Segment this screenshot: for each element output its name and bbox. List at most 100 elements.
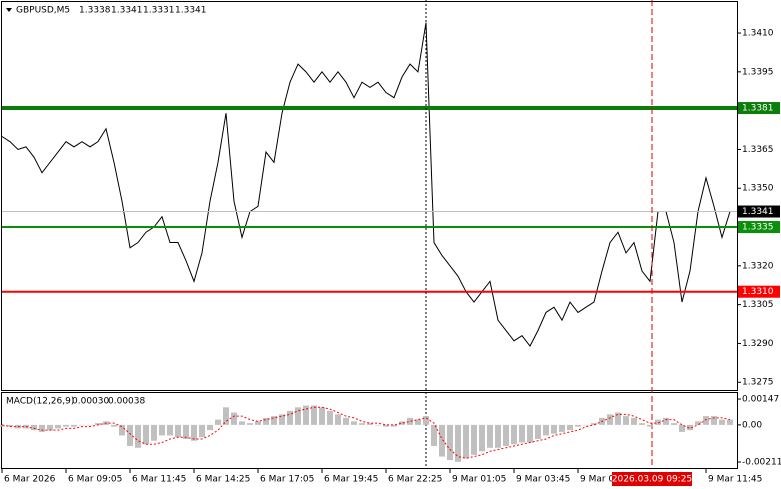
histogram-bar	[711, 416, 717, 425]
histogram-bar	[647, 424, 653, 427]
histogram-bar	[455, 424, 461, 462]
x-tick-label: 6 Mar 11:45	[132, 475, 186, 485]
histogram-bar	[727, 419, 733, 425]
x-tick-label: 9 Mar 01:05	[452, 475, 506, 485]
histogram-bar	[231, 412, 237, 425]
symbol: GBPUSD,M5	[16, 6, 70, 16]
histogram-bar	[199, 424, 205, 438]
histogram-bar	[391, 424, 397, 427]
histogram-bar	[7, 424, 13, 427]
histogram-bar	[63, 424, 69, 427]
histogram-bar	[183, 424, 189, 439]
y-tick-label: 1.3410	[742, 29, 774, 39]
histogram-bar	[719, 419, 725, 425]
histogram-bar	[495, 424, 501, 448]
macd-title: MACD(12,26,9)	[6, 397, 74, 407]
histogram-bar	[639, 423, 645, 425]
macd-value: 0.00030	[72, 397, 109, 407]
time-highlight-box	[612, 472, 692, 486]
histogram-bar	[0, 424, 5, 427]
histogram-bar	[87, 424, 93, 426]
level-box	[738, 285, 780, 298]
histogram-bar	[415, 419, 421, 425]
histogram-bar	[487, 424, 493, 448]
macd-signal-value: 0.00038	[108, 397, 145, 407]
y-tick-label: -0.00211	[742, 458, 781, 468]
histogram-bar	[399, 421, 405, 425]
current-price-box	[738, 205, 780, 218]
x-tick-label: 9 Mar 03:45	[516, 475, 570, 485]
histogram-bar	[431, 424, 437, 447]
histogram-bar	[679, 424, 685, 432]
histogram-bar	[319, 407, 325, 425]
histogram-bar	[255, 421, 261, 425]
ohlc-open: 1.3338	[79, 6, 111, 16]
histogram-bar	[167, 424, 173, 436]
histogram-bar	[335, 414, 341, 425]
y-tick-label: 1.3275	[742, 378, 774, 388]
x-tick-label: 6 Mar 17:05	[260, 475, 314, 485]
histogram-bar	[279, 414, 285, 425]
histogram-bar	[367, 423, 373, 425]
histogram-bar	[71, 424, 77, 427]
histogram-bar	[111, 424, 117, 427]
ohlc-low: 1.3331	[143, 6, 175, 16]
x-tick-label: 6 Mar 14:25	[196, 475, 250, 485]
histogram-bar	[407, 417, 413, 425]
histogram-bar	[127, 424, 133, 447]
y-tick-label: 1.3395	[742, 67, 774, 77]
ohlc-high: 1.3341	[111, 6, 143, 16]
histogram-bar	[687, 424, 693, 431]
y-tick-label: 1.3365	[742, 145, 774, 155]
histogram-bar	[359, 423, 365, 425]
histogram-bar	[567, 424, 573, 431]
level-box	[738, 221, 780, 234]
histogram-bar	[671, 423, 677, 425]
histogram-bar	[31, 424, 37, 431]
histogram-bar	[135, 424, 141, 448]
histogram-bar	[575, 424, 581, 427]
histogram-bar	[511, 424, 517, 445]
level-label: 1.3335	[742, 223, 774, 233]
y-tick-label: 1.3305	[742, 300, 774, 310]
histogram-bar	[175, 424, 181, 438]
macd-panel	[1, 392, 738, 469]
price-panel	[1, 1, 738, 391]
histogram-bar	[543, 424, 549, 436]
x-tick-label: 9 Mar 11:45	[708, 475, 762, 485]
histogram-bar	[287, 410, 293, 425]
histogram-bar	[591, 423, 597, 425]
histogram-bar	[695, 421, 701, 425]
x-tick-label: 6 Mar 22:25	[388, 475, 442, 485]
current-price-label: 1.3341	[742, 207, 774, 217]
histogram-bar	[79, 424, 85, 426]
histogram-bar	[463, 424, 469, 459]
histogram-bar	[311, 405, 317, 425]
histogram-bar	[623, 416, 629, 425]
histogram-bar	[471, 424, 477, 455]
histogram-bar	[351, 421, 357, 425]
time-highlight-label: 2026.03.09 09:25	[612, 475, 692, 485]
histogram-bar	[479, 424, 485, 452]
level-label: 1.3310	[742, 287, 774, 297]
histogram-bar	[615, 412, 621, 425]
ohlc-close: 1.3341	[175, 6, 207, 16]
histogram-bar	[223, 407, 229, 425]
histogram-bar	[159, 424, 165, 436]
histogram-bar	[551, 424, 557, 434]
x-tick-label: 9 Mar 0	[580, 475, 614, 485]
histogram-bar	[215, 419, 221, 425]
histogram-bar	[583, 424, 589, 426]
histogram-bar	[503, 424, 509, 447]
x-tick-label: 6 Mar 2026	[4, 475, 56, 485]
y-tick-label: 1.3320	[742, 261, 774, 271]
x-tick-label: 6 Mar 09:05	[68, 475, 122, 485]
histogram-bar	[207, 424, 213, 431]
histogram-bar	[447, 424, 453, 461]
y-tick-label: 0.00	[742, 420, 762, 430]
y-tick-label: 1.3350	[742, 184, 774, 194]
histogram-bar	[151, 424, 157, 441]
histogram-bar	[271, 416, 277, 425]
